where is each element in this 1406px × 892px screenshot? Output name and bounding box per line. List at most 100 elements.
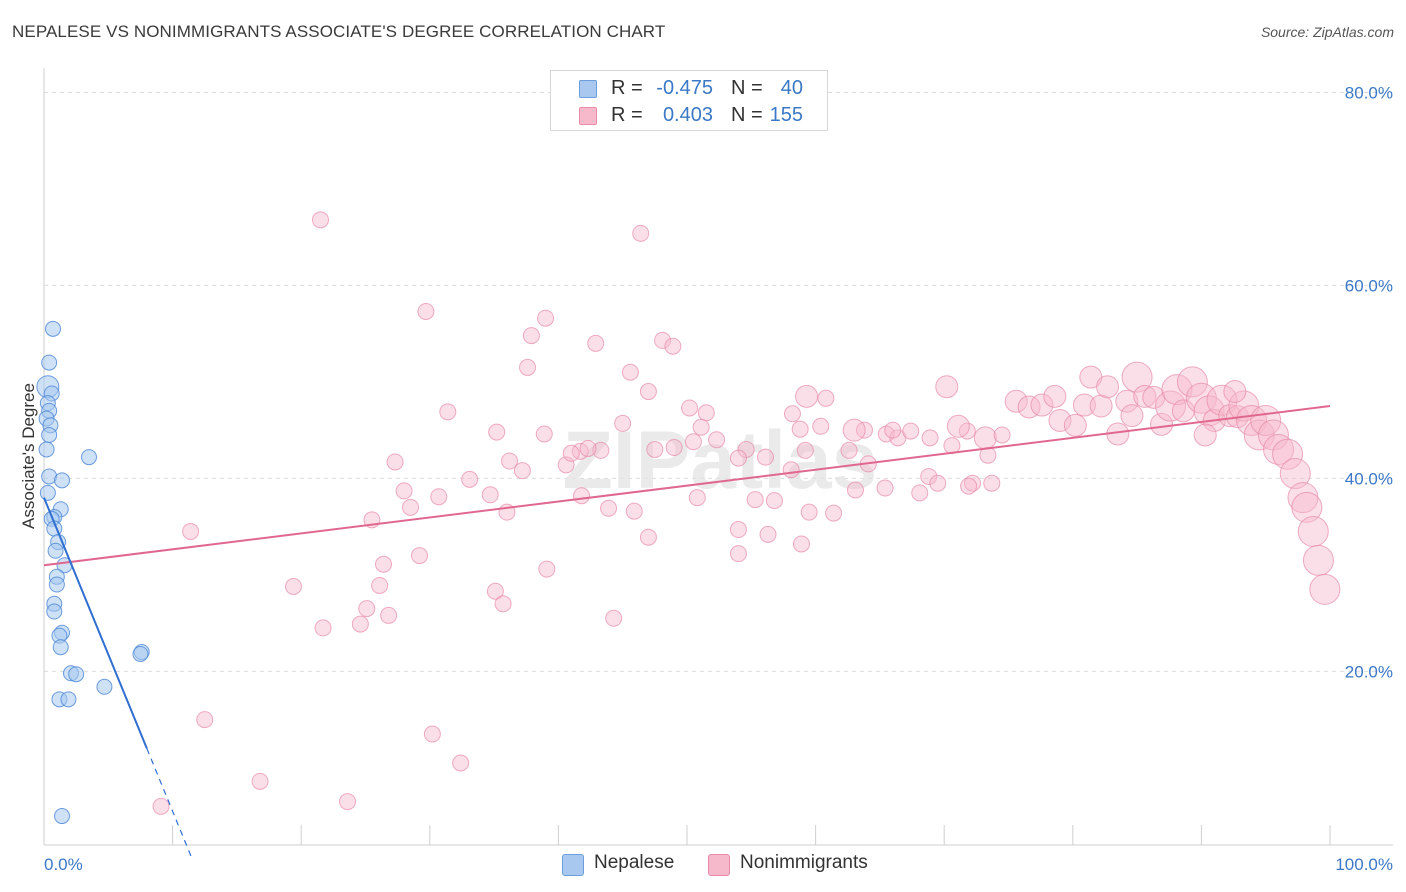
y-tick-label: 60.0% (1345, 276, 1393, 295)
nonimmigrants-point (417, 302, 435, 320)
nepalese-point (38, 441, 55, 458)
nepalese-point (52, 639, 69, 656)
watermark: ZIPatlas (563, 415, 877, 506)
nonimmigrants-point (380, 606, 398, 624)
nonimmigrants-point (1133, 384, 1157, 408)
nonimmigrants-point (1263, 433, 1295, 465)
nonimmigrants-point (621, 363, 639, 381)
nonimmigrants-point (792, 535, 810, 553)
nonimmigrants-point (664, 337, 682, 355)
nonimmigrants-point (855, 421, 873, 439)
nonimmigrants-point (791, 420, 809, 438)
nonimmigrants-point (1223, 380, 1247, 404)
nonimmigrants-point (461, 470, 479, 488)
legend-n-label: N = (731, 104, 763, 126)
y-tick-label: 20.0% (1345, 662, 1393, 681)
legend-r-label: R = (611, 77, 643, 99)
nepalese-point (47, 542, 64, 559)
nepalese-point (41, 426, 58, 443)
nonimmigrants-point (960, 477, 978, 495)
legend-row-nonimmigrants: R = 0.403 N = 155 (551, 103, 827, 129)
nonimmigrants-point (1297, 515, 1329, 547)
nonimmigrants-point (983, 474, 1001, 492)
nonimmigrants-point (1089, 394, 1113, 418)
source-label: Source: ZipAtlas.com (1260, 24, 1394, 40)
nonimmigrants-point (573, 487, 591, 505)
nonimmigrants-point (911, 484, 929, 502)
nepalese-point (54, 472, 71, 489)
nonimmigrants-point (884, 421, 902, 439)
nonimmigrants-point (423, 725, 441, 743)
series-legend: Nepalese Nonimmigrants (0, 852, 1406, 878)
y-tick-label: 40.0% (1345, 469, 1393, 488)
nonimmigrants-point (973, 426, 997, 450)
nonimmigrants-point (182, 522, 200, 540)
nonimmigrants-point (501, 452, 519, 470)
nonimmigrants-point (800, 503, 818, 521)
nonimmigrants-point (1030, 393, 1054, 417)
nonimmigrants-point (587, 334, 605, 352)
nonimmigrants-point (481, 486, 499, 504)
nonimmigrants-point (486, 582, 504, 600)
nonimmigrants-point (1272, 438, 1304, 470)
nonimmigrants-point (681, 399, 699, 417)
nonimmigrants-point (654, 331, 672, 349)
nonimmigrants-point (1228, 390, 1260, 422)
nonimmigrants-point (1115, 389, 1139, 413)
nonimmigrants-point (1291, 491, 1323, 523)
nepalese-point (96, 678, 113, 695)
nonimmigrants-point (840, 441, 858, 459)
nepalese-point (54, 808, 71, 825)
nepalese-swatch (579, 80, 597, 98)
legend-row-nepalese: R = -0.475 N = 40 (551, 76, 827, 102)
nonimmigrants-point (684, 433, 702, 451)
nonimmigrants-point (921, 429, 939, 447)
nonimmigrants-point (929, 474, 947, 492)
nonimmigrants-point (1096, 375, 1120, 399)
y-axis-title: Associate's Degree (19, 383, 38, 529)
trend-lines (43, 405, 1331, 859)
nonimmigrants-point (729, 449, 747, 467)
nonimmigrants-point (1176, 366, 1208, 398)
nonimmigrants-point (782, 461, 800, 479)
nepalese-point (81, 449, 98, 466)
nonimmigrants-point (519, 358, 537, 376)
nonimmigrants-point (632, 224, 650, 242)
nonimmigrants-point (439, 403, 457, 421)
nonimmigrants-point (395, 482, 413, 500)
nonimmigrants-point (494, 595, 512, 613)
nonimmigrants-point (358, 600, 376, 618)
nepalese-trend-extension (146, 748, 193, 859)
legend-r-label: R = (611, 104, 643, 126)
nonimmigrants-point (665, 439, 683, 457)
nonimmigrants-point (488, 423, 506, 441)
nepalese-point (68, 666, 85, 683)
legend-n-value: 155 (769, 104, 803, 126)
nonimmigrants-point (846, 481, 864, 499)
nonimmigrants-point (765, 492, 783, 510)
nonimmigrants-point (1048, 408, 1072, 432)
nonimmigrants-point (817, 389, 835, 407)
nonimmigrants-point (1142, 385, 1166, 409)
nepalese-point (60, 691, 77, 708)
nonimmigrants-point (759, 525, 777, 543)
nonimmigrants-point (1236, 404, 1268, 436)
nonimmigrants-point (1279, 458, 1311, 490)
y-tick-label: 80.0% (1345, 83, 1393, 102)
nonimmigrants-point (351, 615, 369, 633)
nonimmigrants-point (688, 489, 706, 507)
nonimmigrants-swatch (708, 854, 730, 876)
nonimmigrants-point (311, 211, 329, 229)
nonimmigrants-point (522, 327, 540, 345)
nonimmigrants-point (1121, 361, 1153, 393)
nonimmigrants-point (538, 560, 556, 578)
nonimmigrants-point (411, 547, 429, 565)
nonimmigrants-point (783, 405, 801, 423)
nonimmigrants-point (251, 772, 269, 790)
legend-label: Nepalese (594, 852, 675, 873)
nonimmigrants-point (1043, 384, 1067, 408)
nonimmigrants-point (579, 439, 597, 457)
nonimmigrants-point (1150, 412, 1174, 436)
nonimmigrants-point (920, 467, 938, 485)
